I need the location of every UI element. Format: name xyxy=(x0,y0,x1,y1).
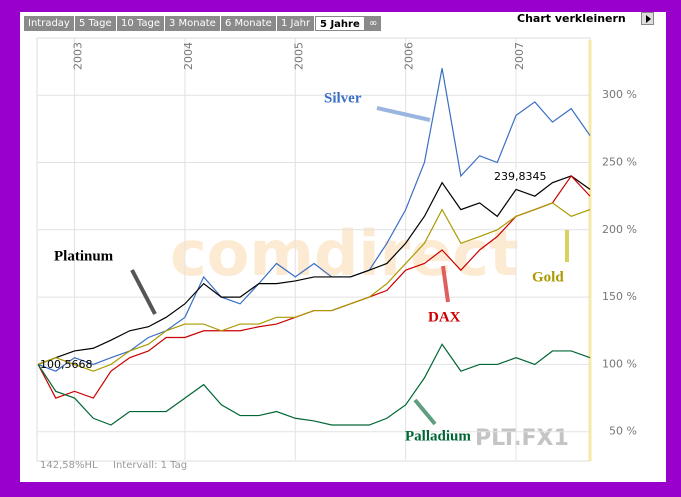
callout-line xyxy=(130,269,157,315)
tab[interactable]: 10 Tage xyxy=(117,16,165,31)
y-tick-label: 100 % xyxy=(602,357,637,370)
x-tick-label: 2006 xyxy=(403,42,416,70)
series-label: Gold xyxy=(532,269,564,285)
watermark: comdirect xyxy=(170,217,519,290)
value-annotation: 239,8345 xyxy=(494,170,547,183)
series-label: Silver xyxy=(324,90,362,106)
y-tick-label: 200 % xyxy=(602,223,637,236)
value-box xyxy=(492,170,546,183)
series-line xyxy=(37,175,591,365)
y-tick-label: 250 % xyxy=(602,156,637,169)
tab[interactable]: ∞ xyxy=(365,16,383,31)
tab[interactable]: 3 Monate xyxy=(165,16,221,31)
tab[interactable]: 6 Monate xyxy=(221,16,277,31)
y-tick-label: 150 % xyxy=(602,290,637,303)
watermark: PLT.FX1 xyxy=(475,426,569,451)
series-label: Palladium xyxy=(405,428,471,444)
shrink-button[interactable] xyxy=(641,12,654,25)
series-line xyxy=(37,202,591,372)
series-label: DAX xyxy=(428,309,461,325)
x-tick-label: 2004 xyxy=(182,42,195,70)
y-tick-label: 300 % xyxy=(602,88,637,101)
tab[interactable]: 5 Jahre xyxy=(315,16,365,31)
tab[interactable]: Intraday xyxy=(24,16,75,31)
series-line xyxy=(37,343,591,426)
tab[interactable]: 1 Jahr xyxy=(277,16,316,31)
x-tick-label: 2007 xyxy=(513,42,526,70)
x-tick-label: 2005 xyxy=(292,42,305,70)
interval-label: Intervall: 1 Tag xyxy=(113,460,187,471)
x-tick-label: 2003 xyxy=(72,42,85,70)
y-tick-label: 50 % xyxy=(609,425,637,438)
range-label: 142,58%HL xyxy=(40,460,98,471)
chart-panel: Intraday 5 Tage 10 Tage 3 Monate 6 Monate 1 J… xyxy=(20,12,666,482)
callout-line xyxy=(376,106,431,122)
callout-line xyxy=(441,265,450,303)
callout-line xyxy=(413,398,437,426)
tab[interactable]: 5 Tage xyxy=(75,16,117,31)
value-annotation: 100,5668 xyxy=(40,358,93,371)
series-label: Platinum xyxy=(54,248,114,264)
shrink-label[interactable]: Chart verkleinern xyxy=(517,12,626,25)
